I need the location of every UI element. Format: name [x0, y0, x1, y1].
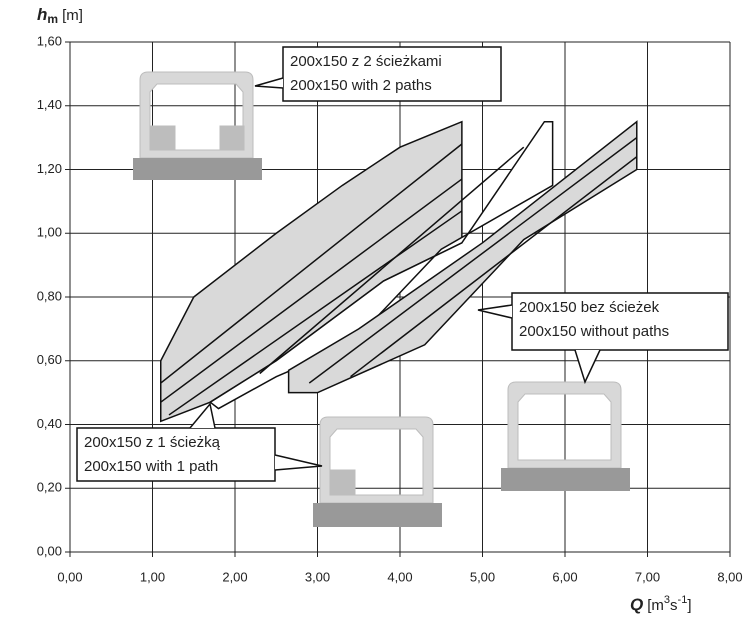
x-tick-label: 2,00 [222, 569, 247, 584]
y-tick-label: 1,20 [37, 161, 62, 176]
callout-text: 200x150 with 2 paths [290, 77, 432, 94]
y-tick-label: 1,60 [37, 33, 62, 48]
x-label-unit-close: ] [687, 597, 691, 614]
callout-text: 200x150 without paths [519, 323, 669, 340]
y-axis-label: hm [m] [37, 5, 83, 26]
y-tick-label: 0,00 [37, 543, 62, 558]
x-axis-label: Q[m3s-1] [630, 594, 691, 615]
y-tick-label: 0,80 [37, 288, 62, 303]
y-tick-label: 0,40 [37, 416, 62, 431]
x-label-mid: s [670, 597, 678, 614]
chart: 0,00 1,00 2,00 3,00 4,00 5,00 6,00 7,00 8,00 0,00… [0, 0, 750, 620]
x-tick-label: 5,00 [470, 569, 495, 584]
callout-text: 200x150 z 2 ścieżkami [290, 53, 442, 70]
callout-text: 200x150 bez ścieżek [519, 299, 660, 316]
callout-text: 200x150 with 1 path [84, 458, 218, 475]
x-label-unit-open: [m [647, 597, 664, 614]
x-tick-label: 8,00 [717, 569, 742, 584]
x-tick-label: 3,00 [305, 569, 330, 584]
y-tick-label: 1,40 [37, 97, 62, 112]
y-label-symbol: h [37, 5, 47, 24]
x-tick-label: 4,00 [387, 569, 412, 584]
x-label-symbol: Q [630, 595, 643, 614]
x-tick-label: 7,00 [635, 569, 660, 584]
x-tick-label: 6,00 [552, 569, 577, 584]
y-tick-label: 0,20 [37, 480, 62, 495]
y-tick-label: 0,60 [37, 352, 62, 367]
callout-pointer [255, 78, 283, 88]
callout-text: 200x150 z 1 ścieżką [84, 434, 221, 451]
y-label-subscript: m [47, 12, 58, 26]
x-tick-label: 0,00 [57, 569, 82, 584]
x-tick-label: 1,00 [140, 569, 165, 584]
y-label-unit: [m] [62, 7, 83, 24]
y-tick-label: 1,00 [37, 225, 62, 240]
x-label-sup2: -1 [678, 594, 688, 606]
